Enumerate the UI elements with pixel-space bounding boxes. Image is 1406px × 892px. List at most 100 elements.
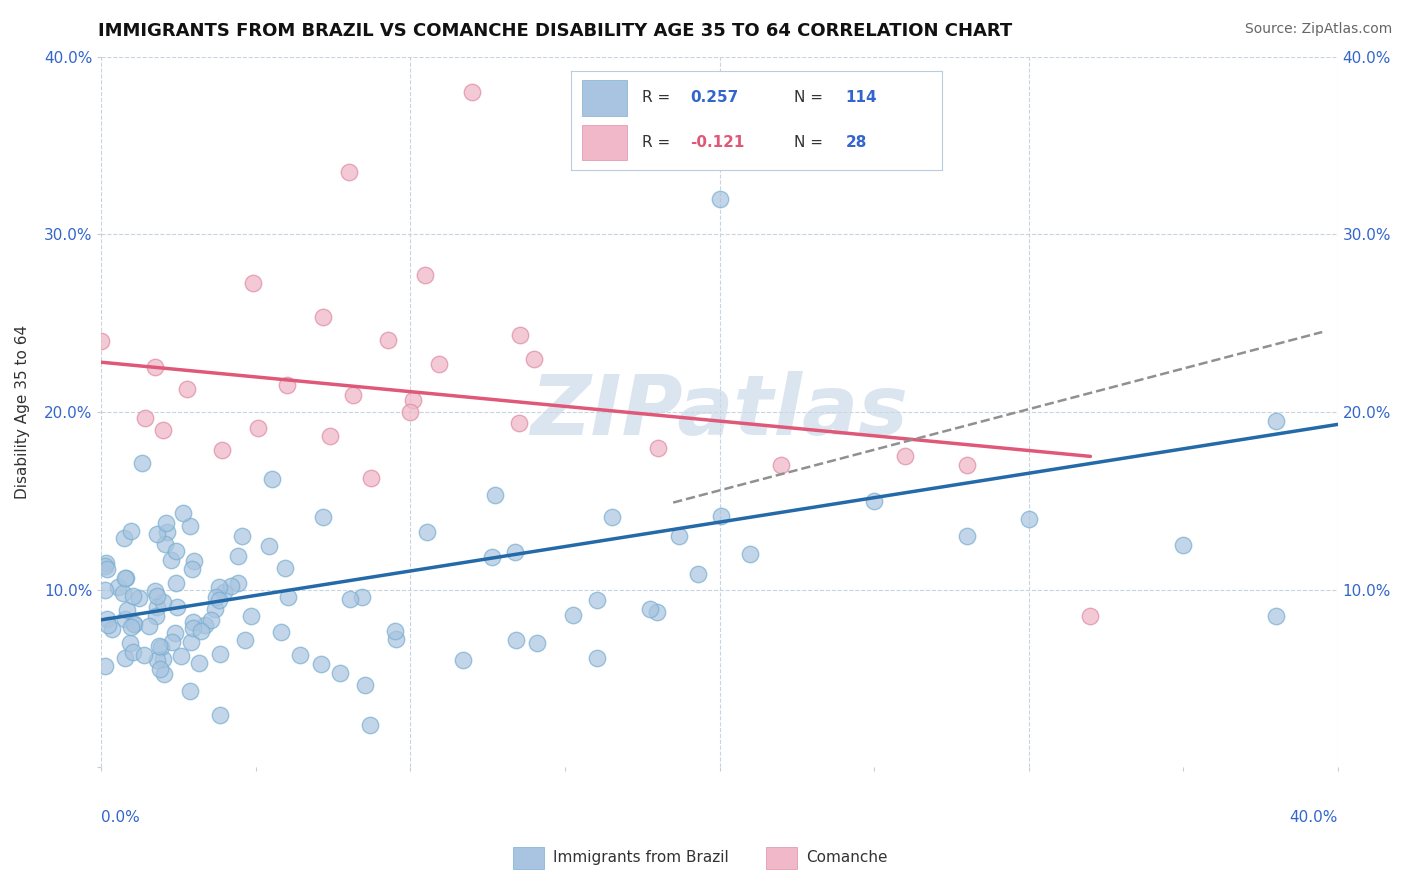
Point	[145, 609, 167, 624]
Point	[155, 516, 177, 531]
Point	[122, 616, 145, 631]
Point	[204, 602, 226, 616]
Point	[309, 657, 332, 671]
Point	[586, 592, 609, 607]
Point	[242, 277, 264, 291]
Point	[427, 357, 450, 371]
Point	[138, 619, 160, 633]
Point	[740, 547, 762, 561]
Point	[146, 526, 169, 541]
Point	[165, 575, 187, 590]
Point	[180, 562, 202, 576]
Point	[277, 590, 299, 604]
Point	[863, 493, 886, 508]
Point	[93, 558, 115, 573]
Point	[956, 529, 979, 543]
Point	[377, 333, 399, 347]
Point	[312, 310, 335, 324]
Text: Immigrants from Brazil: Immigrants from Brazil	[553, 850, 728, 864]
Point	[165, 543, 187, 558]
Point	[176, 382, 198, 396]
Point	[385, 632, 408, 646]
Point	[1264, 609, 1286, 624]
Point	[179, 518, 201, 533]
Point	[339, 591, 361, 606]
Point	[187, 656, 209, 670]
Point	[97, 617, 120, 632]
Point	[194, 618, 217, 632]
Point	[212, 585, 235, 599]
Point	[451, 653, 474, 667]
Point	[219, 579, 242, 593]
Point	[112, 531, 135, 545]
Point	[350, 590, 373, 604]
Text: Source: ZipAtlas.com: Source: ZipAtlas.com	[1244, 22, 1392, 37]
Point	[160, 553, 183, 567]
Point	[145, 600, 167, 615]
Text: 40.0%: 40.0%	[1289, 810, 1337, 825]
Point	[96, 562, 118, 576]
Point	[143, 359, 166, 374]
Text: ZIPatlas: ZIPatlas	[530, 371, 908, 452]
Point	[152, 652, 174, 666]
Point	[503, 545, 526, 559]
Point	[638, 601, 661, 615]
Point	[586, 650, 609, 665]
Point	[93, 658, 115, 673]
Point	[226, 549, 249, 563]
Point	[107, 580, 129, 594]
Point	[128, 591, 150, 605]
Point	[150, 640, 173, 655]
Point	[183, 554, 205, 568]
Point	[181, 615, 204, 630]
Point	[134, 648, 156, 662]
Point	[312, 510, 335, 524]
Point	[112, 586, 135, 600]
Point	[90, 334, 112, 348]
Point	[509, 328, 531, 343]
Text: IMMIGRANTS FROM BRAZIL VS COMANCHE DISABILITY AGE 35 TO 64 CORRELATION CHART: IMMIGRANTS FROM BRAZIL VS COMANCHE DISAB…	[98, 22, 1012, 40]
Point	[319, 428, 342, 442]
Point	[114, 572, 136, 586]
Point	[146, 653, 169, 667]
Point	[337, 165, 360, 179]
Point	[122, 589, 145, 603]
Point	[399, 405, 422, 419]
Point	[247, 421, 270, 435]
Point	[122, 644, 145, 658]
Point	[114, 571, 136, 585]
Point	[208, 648, 231, 662]
Point	[600, 510, 623, 524]
Point	[276, 378, 298, 392]
Point	[384, 624, 406, 639]
Point	[120, 620, 142, 634]
Text: Comanche: Comanche	[806, 850, 887, 864]
Point	[233, 633, 256, 648]
Point	[1080, 609, 1102, 624]
Point	[481, 550, 503, 565]
Point	[208, 581, 231, 595]
Point	[181, 621, 204, 635]
Point	[152, 595, 174, 609]
Point	[172, 506, 194, 520]
Point	[342, 387, 364, 401]
Point	[260, 472, 283, 486]
Point	[402, 393, 425, 408]
Point	[288, 648, 311, 662]
Point	[645, 605, 668, 619]
Point	[152, 423, 174, 437]
Point	[484, 488, 506, 502]
Point	[1171, 538, 1194, 552]
Point	[709, 192, 731, 206]
Point	[461, 85, 484, 99]
Point	[179, 684, 201, 698]
Point	[122, 616, 145, 631]
Point	[359, 718, 381, 732]
Point	[170, 648, 193, 663]
Point	[416, 524, 439, 539]
Point	[166, 600, 188, 615]
Point	[152, 666, 174, 681]
Point	[259, 539, 281, 553]
Text: 0.0%: 0.0%	[101, 810, 141, 825]
Point	[160, 635, 183, 649]
